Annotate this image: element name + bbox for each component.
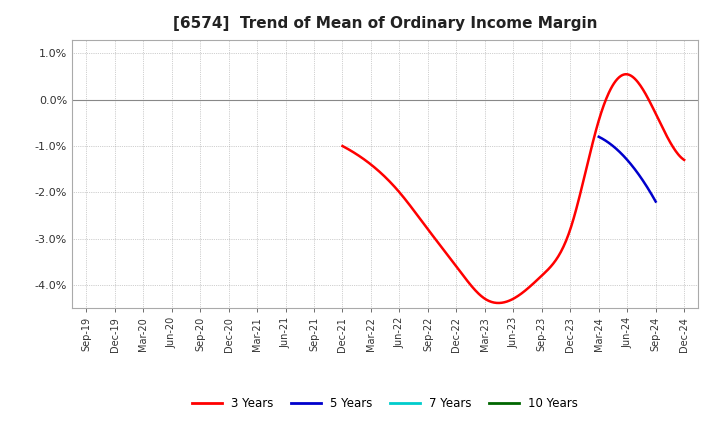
Legend: 3 Years, 5 Years, 7 Years, 10 Years: 3 Years, 5 Years, 7 Years, 10 Years xyxy=(187,392,583,415)
Title: [6574]  Trend of Mean of Ordinary Income Margin: [6574] Trend of Mean of Ordinary Income … xyxy=(173,16,598,32)
